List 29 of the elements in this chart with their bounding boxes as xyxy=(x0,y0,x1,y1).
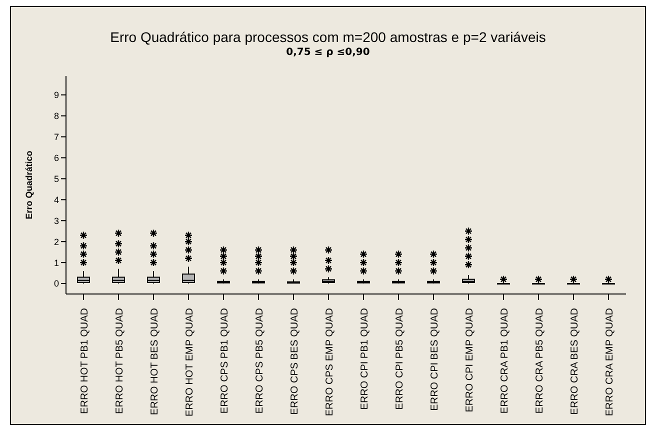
y-tick-label: 4 xyxy=(54,194,59,205)
y-tick-label: 6 xyxy=(54,152,59,163)
x-tick-label: ERRO HOT PB5 QUAD xyxy=(114,308,126,414)
x-tick-label: ERRO CPI BES QUAD xyxy=(430,308,440,411)
x-tick-label: ERRO CPS PB1 QUAD xyxy=(220,308,230,414)
y-tick-label: 2 xyxy=(54,236,59,247)
x-tick-label: ERRO CRA EMP QUAD xyxy=(604,308,616,416)
x-tick-label: ERRO HOT EMP QUAD xyxy=(184,308,196,417)
chart-title: Erro Quadrático para processos com m=200 amostras e p=2 variáveis xyxy=(109,29,547,45)
y-tick-label: 3 xyxy=(54,216,59,226)
x-tick-label: ERRO CPI PB1 QUAD xyxy=(360,308,370,410)
x-tick-label: ERRO CPS PB5 QUAD xyxy=(254,308,266,414)
x-tick-label: ERRO CRA PB5 QUAD xyxy=(534,308,546,414)
x-tick-label: ERRO CPS EMP QUAD xyxy=(324,308,336,416)
x-tick-label: ERRO HOT BES QUAD xyxy=(150,308,160,416)
x-tick-label: ERRO CPS BES QUAD xyxy=(290,308,300,415)
y-tick-label: 9 xyxy=(54,90,59,100)
x-tick-label: ERRO CPI PB5 QUAD xyxy=(394,308,406,410)
chart-subtitle: 0,75 ≤ ρ ≤0,90 xyxy=(285,47,371,58)
y-axis-title: Erro Quadrático xyxy=(24,150,34,220)
y-tick-label: 7 xyxy=(54,132,59,142)
x-tick-label: ERRO HOT PB1 QUAD xyxy=(80,308,90,414)
x-tick-label: ERRO CRA PB1 QUAD xyxy=(500,308,510,414)
x-tick-label: ERRO CPI EMP QUAD xyxy=(464,308,476,412)
y-tick-label: 8 xyxy=(54,111,59,122)
y-tick-label: 0 xyxy=(54,278,59,289)
y-tick-label: 1 xyxy=(54,258,59,268)
x-tick-label: ERRO CRA BES QUAD xyxy=(570,308,580,415)
y-tick-label: 5 xyxy=(54,174,59,184)
